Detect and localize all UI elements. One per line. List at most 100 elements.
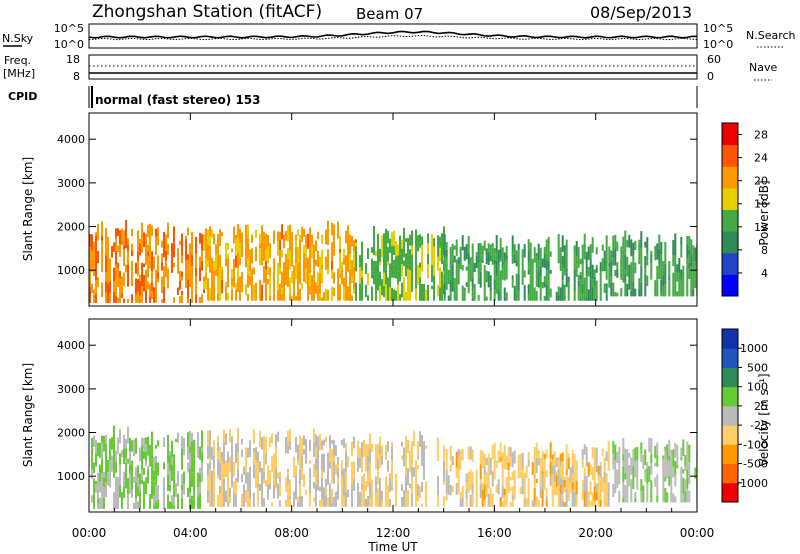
velocity-echo-cell [173,471,175,478]
velocity-colorbar-tick-label: 100 [747,381,768,394]
velocity-echo-cell [571,482,574,490]
power-echo-cell [471,297,474,301]
velocity-echo-cell [357,491,359,507]
velocity-echo-cell [285,447,287,454]
velocity-echo-cell [672,449,675,467]
power-echo-cell [199,256,201,268]
power-echo-cell [664,254,667,264]
power-echo-cell [481,245,484,260]
velocity-echo-cell [171,502,173,509]
power-echo-cell [423,292,425,296]
velocity-y-axis-label: Slant Range [km] [21,363,35,467]
power-echo-cell [411,254,413,261]
cpid-label: CPID [8,90,37,103]
power-echo-cell [367,273,369,285]
velocity-echo-cell [379,477,381,495]
power-echo-cell [203,240,205,251]
velocity-echo-cell [119,457,121,462]
time-axis-label: Time UT [367,540,418,554]
power-echo-cell [547,280,550,297]
power-echo-cell [237,252,239,269]
power-echo-cell [141,238,143,253]
power-echo-cell [235,239,237,256]
velocity-echo-cell [479,484,482,498]
power-echo-cell [373,226,375,242]
power-echo-cell [307,257,309,269]
power-echo-cell [155,248,157,255]
velocity-echo-cell [323,495,325,507]
velocity-echo-cell [155,502,157,509]
power-colorbar-tick-label: 28 [754,129,768,142]
velocity-echo-cell [149,494,151,509]
power-echo-cell [361,270,363,278]
velocity-echo-cell [630,471,633,475]
velocity-echo-cell [321,491,323,500]
power-echo-cell [457,269,460,285]
power-echo-cell [155,273,157,279]
velocity-echo-cell [293,491,295,507]
velocity-echo-cell [411,466,413,477]
velocity-echo-cell [117,477,119,493]
power-echo-cell [601,244,604,251]
velocity-echo-cell [363,439,365,457]
power-echo-cell [269,243,271,254]
power-echo-cell [185,238,187,249]
power-echo-cell [305,257,307,262]
power-echo-cell [353,251,355,267]
power-echo-cell [399,245,401,254]
power-echo-cell [433,286,435,301]
velocity-echo-cell [345,447,347,452]
velocity-echo-cell [591,467,594,480]
velocity-echo-cell [335,464,337,475]
power-echo-cell [239,243,241,259]
velocity-echo-cell [682,493,685,499]
velocity-echo-cell [599,461,602,466]
power-echo-cell [463,287,466,298]
power-echo-cell [581,244,584,261]
velocity-echo-cell [501,470,504,479]
velocity-echo-cell [155,456,157,463]
power-echo-cell [309,251,311,261]
velocity-echo-cell [223,429,225,443]
velocity-echo-cell [331,440,333,444]
velocity-echo-cell [389,473,391,479]
velocity-echo-cell [219,493,221,499]
power-echo-cell [195,285,197,295]
power-echo-cell [281,250,283,258]
power-echo-cell [157,272,159,279]
power-echo-cell [491,254,494,265]
velocity-echo-cell [299,449,301,453]
power-echo-cell [646,261,649,266]
power-echo-cell [227,253,229,259]
velocity-echo-cell [341,475,343,492]
power-echo-cell [634,240,637,250]
power-echo-cell [401,245,403,249]
power-echo-cell [95,299,97,303]
power-echo-cell [287,248,289,260]
velocity-echo-cell [207,443,209,447]
velocity-echo-cell [539,469,542,478]
power-echo-cell [297,273,299,285]
power-echo-cell [213,233,215,245]
velocity-echo-cell [253,451,255,465]
velocity-echo-cell [551,493,554,501]
power-echo-cell [221,269,223,280]
power-echo-cell [343,287,345,301]
power-echo-cell [409,270,411,286]
velocity-echo-cell [614,470,617,478]
power-echo-cell [603,259,606,272]
velocity-colorbar-tick-label: 25 [754,400,768,413]
power-echo-cell [411,240,413,246]
velocity-echo-cell [670,484,673,490]
power-echo-cell [387,288,389,301]
velocity-echo-cell [287,484,289,498]
velocity-echo-cell [666,492,669,503]
velocity-echo-cell [469,477,472,491]
velocity-echo-cell [213,440,215,456]
power-echo-cell [658,248,661,263]
power-echo-cell [305,261,307,265]
velocity-echo-cell [337,464,339,469]
velocity-echo-cell [481,482,484,490]
power-echo-cell [605,264,608,280]
velocity-echo-cell [181,473,183,485]
